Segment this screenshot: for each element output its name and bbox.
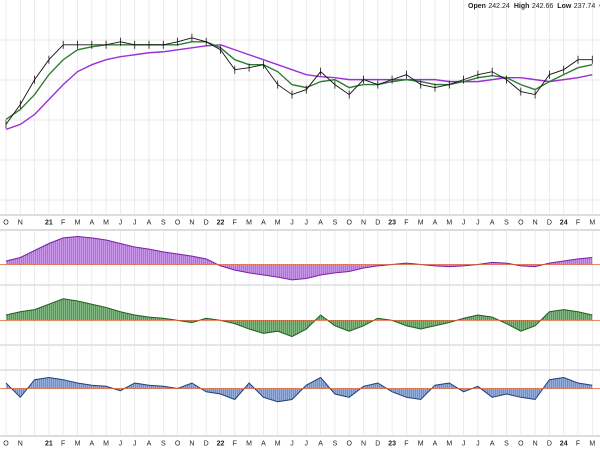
x-tick-label: F	[61, 440, 65, 447]
x-tick-label: J	[290, 219, 294, 226]
x-tick-label: N	[533, 219, 538, 226]
x-tick-label: D	[547, 219, 552, 226]
x-tick-label: M	[75, 219, 81, 226]
x-tick-label: M	[418, 219, 424, 226]
indicator-line	[5, 298, 593, 338]
indicator-line	[5, 376, 593, 403]
x-tick-label: F	[576, 219, 580, 226]
x-tick-label: F	[576, 440, 580, 447]
quote-value: 242.66	[532, 3, 554, 10]
x-tick-label: J	[476, 440, 480, 447]
x-tick-label: A	[318, 219, 323, 226]
x-tick-label: N	[361, 219, 366, 226]
x-tick-label: F	[404, 219, 408, 226]
x-tick-label: N	[533, 440, 538, 447]
x-tick-label: M	[589, 219, 595, 226]
indicator-hatch	[6, 236, 593, 280]
quote-label: High	[514, 3, 530, 10]
price-line	[5, 44, 593, 131]
indicator-line	[5, 235, 593, 281]
x-tick-label: D	[204, 440, 209, 447]
x-tick-label: A	[490, 440, 495, 447]
x-tick-label: S	[161, 440, 166, 447]
x-tick-label: 22	[217, 219, 225, 226]
indicator-hatch	[6, 377, 593, 402]
x-tick-label: J	[133, 440, 137, 447]
x-tick-label: F	[61, 219, 65, 226]
price-line	[5, 41, 593, 121]
x-tick-label: M	[589, 440, 595, 447]
quote-label: Open	[468, 3, 486, 10]
x-tick-label: O	[518, 440, 524, 447]
x-tick-label: A	[318, 440, 323, 447]
x-tick-label: 21	[45, 440, 53, 447]
x-tick-label: N	[18, 219, 23, 226]
x-tick-label: A	[261, 440, 266, 447]
quote-value: 242.24	[488, 3, 510, 10]
x-tick-label: N	[189, 219, 194, 226]
x-tick-label: 24	[560, 219, 568, 226]
x-tick-label: 23	[388, 219, 396, 226]
x-tick-label: D	[375, 219, 380, 226]
x-tick-label: A	[490, 219, 495, 226]
quote-value: 237.74	[574, 3, 596, 10]
x-tick-label: A	[89, 440, 94, 447]
x-tick-label: S	[333, 440, 338, 447]
x-tick-label: 24	[560, 440, 568, 447]
x-tick-label: S	[504, 219, 509, 226]
x-tick-label: D	[547, 440, 552, 447]
price-line	[5, 37, 593, 125]
quote-label: Low	[557, 3, 572, 10]
x-tick-label: 21	[45, 219, 53, 226]
x-tick-label: F	[233, 440, 237, 447]
x-tick-label: M	[446, 219, 452, 226]
x-tick-label: A	[147, 440, 152, 447]
x-tick-label: A	[433, 219, 438, 226]
x-tick-label: M	[75, 440, 81, 447]
x-tick-label: O	[175, 219, 181, 226]
x-tick-label: J	[462, 440, 466, 447]
x-tick-label: A	[89, 219, 94, 226]
x-tick-label: O	[518, 219, 524, 226]
x-tick-label: F	[233, 219, 237, 226]
x-tick-label: O	[175, 440, 181, 447]
x-tick-label: J	[462, 219, 466, 226]
x-tick-label: O	[346, 440, 352, 447]
x-tick-label: M	[246, 219, 252, 226]
x-tick-label: A	[147, 219, 152, 226]
x-tick-label: S	[333, 219, 338, 226]
x-tick-label: O	[3, 219, 9, 226]
x-tick-label: M	[103, 219, 109, 226]
x-tick-label: N	[18, 440, 23, 447]
x-tick-label: M	[275, 219, 281, 226]
x-tick-label: M	[246, 440, 252, 447]
x-tick-label: N	[189, 440, 194, 447]
indicator-hatch	[6, 298, 593, 337]
x-tick-label: M	[103, 440, 109, 447]
x-tick-label: O	[346, 219, 352, 226]
x-tick-label: M	[446, 440, 452, 447]
x-tick-label: A	[433, 440, 438, 447]
x-tick-label: F	[404, 440, 408, 447]
x-tick-label: J	[119, 219, 123, 226]
x-tick-label: S	[161, 219, 166, 226]
x-tick-label: N	[361, 440, 366, 447]
x-tick-label: M	[275, 440, 281, 447]
x-tick-label: D	[204, 219, 209, 226]
x-tick-label: 23	[388, 440, 396, 447]
x-tick-label: J	[476, 219, 480, 226]
x-tick-label: A	[261, 219, 266, 226]
x-tick-label: 22	[217, 440, 225, 447]
x-tick-label: M	[418, 440, 424, 447]
x-tick-label: J	[133, 219, 137, 226]
x-tick-label: J	[290, 440, 294, 447]
x-tick-label: J	[305, 440, 309, 447]
x-tick-label: D	[375, 440, 380, 447]
x-tick-label: O	[3, 440, 9, 447]
x-tick-label: J	[119, 440, 123, 447]
x-tick-label: S	[504, 440, 509, 447]
x-tick-label: J	[305, 219, 309, 226]
